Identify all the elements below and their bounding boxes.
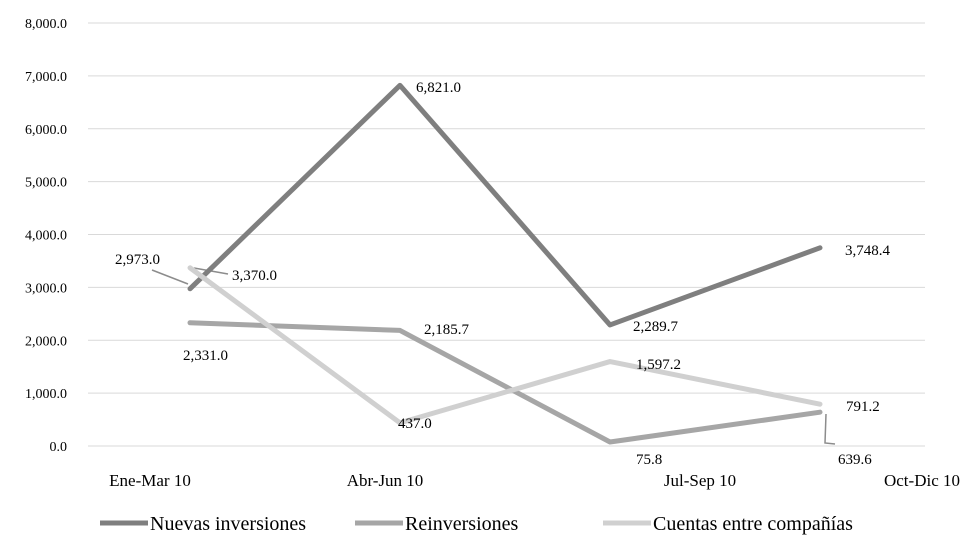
data-label: 2,185.7: [424, 322, 470, 338]
data-label: 437.0: [398, 416, 432, 432]
y-tick-label: 0.0: [50, 440, 68, 455]
data-label: 791.2: [846, 399, 880, 415]
y-tick-label: 4,000.0: [25, 229, 67, 244]
data-label: 639.6: [838, 452, 872, 468]
legend-label: Reinversiones: [405, 513, 519, 535]
data-label: 75.8: [636, 452, 662, 468]
data-label: 2,289.7: [633, 319, 679, 335]
y-tick-label: 7,000.0: [25, 70, 67, 85]
x-category-label: Abr-Jun 10: [347, 471, 424, 490]
series-line-1: [187, 320, 823, 445]
y-tick-label: 2,000.0: [25, 334, 67, 349]
label-leader-lines: [151, 267, 836, 445]
legend-label: Nuevas inversiones: [150, 513, 306, 535]
data-label: 3,748.4: [845, 243, 891, 259]
series-line-2: [187, 265, 823, 426]
y-tick-label: 3,000.0: [25, 281, 67, 296]
legend: Nuevas inversiones Reinversiones Cuentas e…: [100, 513, 853, 535]
y-tick-label: 8,000.0: [25, 17, 67, 32]
data-label: 1,597.2: [636, 357, 681, 373]
data-labels: 2,973.0 6,821.0 2,289.7 3,748.4 2,331.0 2,185…: [115, 80, 891, 468]
legend-label: Cuentas entre compañías: [653, 513, 853, 535]
data-label: 3,370.0: [232, 268, 277, 284]
x-category-label: Oct-Dic 10: [884, 471, 960, 490]
leader-line: [151, 269, 189, 285]
series-line-0: [187, 82, 823, 328]
y-tick-label: 6,000.0: [25, 123, 67, 138]
y-axis-ticks: 0.0 1,000.0 2,000.0 3,000.0 4,000.0 5,000.0 6,…: [25, 17, 67, 455]
data-label: 2,973.0: [115, 252, 160, 268]
x-axis-categories: Ene-Mar 10 Abr-Jun 10 Jul-Sep 10 Oct-Dic 10: [109, 471, 960, 490]
x-category-label: Ene-Mar 10: [109, 471, 191, 490]
y-tick-label: 1,000.0: [25, 387, 67, 402]
x-category-label: Jul-Sep 10: [664, 471, 736, 490]
data-label: 2,331.0: [183, 348, 228, 364]
y-tick-label: 5,000.0: [25, 176, 67, 191]
series-lines: [187, 82, 823, 445]
data-label: 6,821.0: [416, 80, 461, 96]
gridlines: [88, 22, 925, 447]
leader-line: [824, 413, 836, 445]
